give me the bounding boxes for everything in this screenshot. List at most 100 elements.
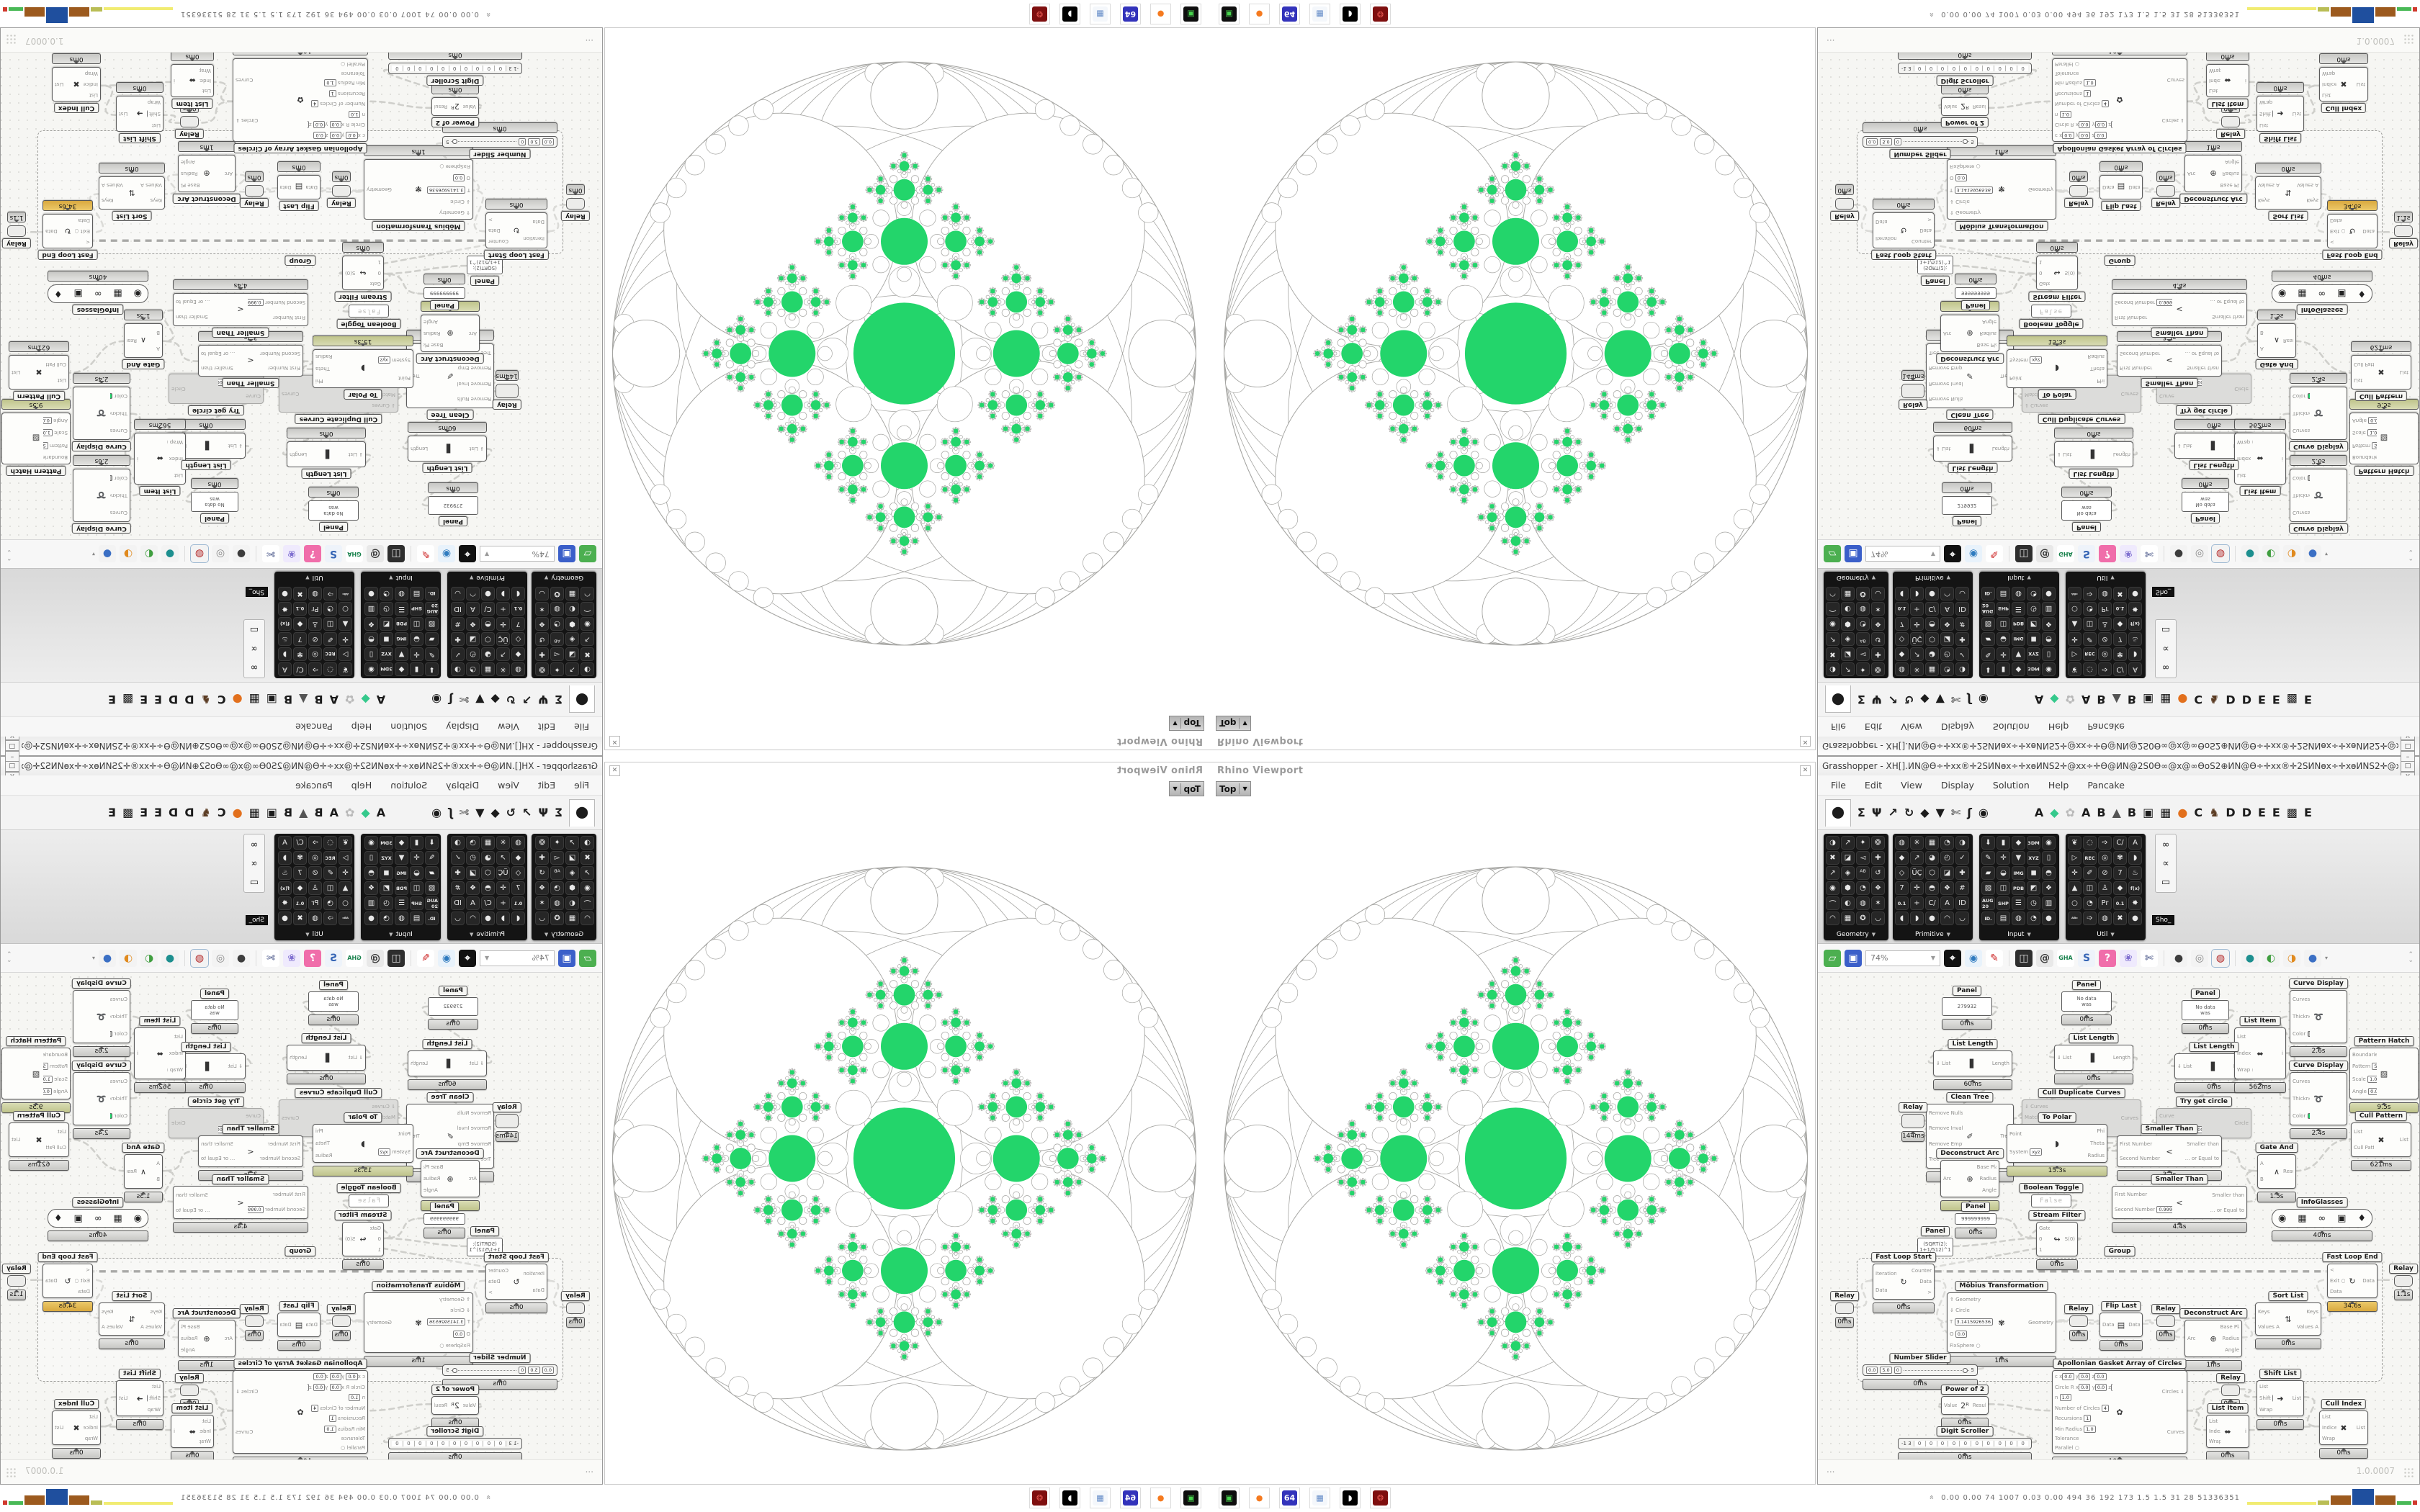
component-tab-11[interactable]: A [376, 693, 386, 707]
toolbox-icon-primitive-22[interactable]: C/ [481, 896, 495, 910]
toolbox-icon-primitive-10[interactable]: ◇ [511, 866, 525, 880]
gh-node-panel1[interactable]: 279932 [1942, 997, 1992, 1016]
toolbox-icon-input-13[interactable]: ◼ [380, 866, 393, 880]
toolbox-icon-util-22[interactable]: Pr [2098, 602, 2112, 616]
component-tab-7[interactable]: ✄ [1950, 805, 1961, 819]
toolbox-icon-geometry-9[interactable]: ◈ [565, 632, 579, 646]
gh-node-ns[interactable]: 0.0 5.0 0 5 [1863, 1364, 1978, 1376]
toolbox-icon-input-24[interactable]: ▥ [2042, 602, 2056, 616]
chevron-down-icon[interactable]: ▼ [1871, 575, 1876, 581]
palette-icon-2[interactable]: ▭ [249, 624, 259, 636]
toolbox-icon-primitive-23[interactable]: A [1940, 896, 1954, 910]
toolbox-icon-util-25[interactable]: ᴬᴮᶜ [339, 912, 352, 925]
gh-node-ns[interactable]: 0.0 5.0 0 5 [442, 136, 557, 148]
menu-item-help[interactable]: Help [2048, 780, 2069, 791]
component-tab-23[interactable]: D [2226, 693, 2236, 707]
toolbox-icon-geometry-23[interactable]: ◡ [1871, 912, 1885, 925]
toolbox-icon-primitive-11[interactable]: ÜÇ [496, 866, 510, 880]
component-tab-21[interactable]: C [217, 805, 226, 819]
toolbar-preview-shaded-icon[interactable]: ◍ [190, 544, 209, 564]
toolbox-icon-input-16[interactable]: ◫ [1996, 881, 2010, 895]
component-tab-26[interactable]: E [140, 693, 148, 707]
menu-item-edit[interactable]: Edit [537, 780, 556, 791]
toolbox-icon-geometry-21[interactable]: ▦ [1841, 912, 1855, 925]
toolbox-icon-util-29[interactable]: ● [2128, 912, 2142, 925]
toolbox-icon-util-12[interactable]: ⊘ [2098, 866, 2112, 880]
chevron-down-icon[interactable]: ▼ [389, 575, 393, 581]
toolbox-icon-primitive-12[interactable]: ⬡ [481, 866, 495, 880]
app-icon-calculator[interactable]: ▦ [1090, 1488, 1111, 1508]
toolbar-zoom-extents-icon[interactable]: ⌖ [1944, 545, 1961, 563]
gh-node-relayA[interactable] [2221, 116, 2240, 127]
gh-node-st1[interactable]: First Number Second Number < Smaller than… … [2117, 345, 2222, 377]
gh-node-fle[interactable]: < Exit ○ Data ↻ Data [42, 214, 93, 248]
app-icon-console[interactable]: ▣ [1219, 4, 1240, 24]
toolbox-icon-primitive-2[interactable]: ▦ [1925, 662, 1939, 676]
scroller-digit[interactable]: 0 [1971, 66, 1983, 71]
component-tab-2[interactable]: Ψ [538, 805, 549, 819]
toolbox-icon-geometry-10[interactable]: ᴬᴮ [550, 866, 564, 880]
toolbox-icon-geometry-16[interactable]: ⌒ [581, 602, 594, 616]
component-tab-6[interactable]: ▼ [475, 693, 485, 707]
toolbox-icon-input-18[interactable]: ◩ [2027, 881, 2040, 895]
slider-knob[interactable] [452, 1367, 458, 1373]
canvas-menu-ellipsis[interactable]: ... [585, 37, 593, 48]
toolbox-icon-geometry-17[interactable]: ◐ [565, 602, 579, 616]
gh-node-da1[interactable]: Arc⊕Base PlaneRadiusAngle [1940, 315, 1999, 352]
toolbar-gha-refresh-icon[interactable]: GHA [346, 949, 363, 967]
toolbar-camera-icon[interactable]: ◫ [387, 545, 405, 563]
toolbox-icon-input-14[interactable]: ◓ [2042, 632, 2056, 646]
toolbox-icon-primitive-28[interactable]: ◠ [1940, 912, 1954, 925]
component-tab-18[interactable]: ▣ [2143, 805, 2154, 819]
gh-node-da1[interactable]: Arc⊕Base PlaneRadiusAngle [1940, 1160, 1999, 1197]
toolbox-icon-geometry-16[interactable]: ⌒ [1826, 896, 1839, 910]
component-tab-3[interactable]: ↗ [1888, 805, 1898, 819]
app-icon-calculator[interactable]: ▦ [1309, 1488, 1330, 1508]
toolbox-icon-geometry-23[interactable]: ◡ [535, 912, 549, 925]
toolbox-icon-primitive-15[interactable]: 7 [511, 881, 525, 895]
toolbox-icon-util-15[interactable]: ▲ [2068, 881, 2081, 895]
gh-node-mobius[interactable]: ⇑ Geometry ⇓ Circle T 3.1415926536 O 0.0 Fix… [1947, 1292, 2056, 1353]
toolbox-icon-input-5[interactable]: ✎ [425, 647, 439, 661]
toolbox-icon-input-26[interactable]: ▤ [410, 587, 424, 600]
toolbox-icon-primitive-5[interactable]: ◆ [511, 647, 525, 661]
toolbox-icon-geometry-17[interactable]: ◐ [1841, 896, 1855, 910]
slider-value-box[interactable]: 5.0 [528, 138, 540, 145]
component-tab-24[interactable]: D [2241, 805, 2251, 819]
toolbox-icon-input-17[interactable]: PDB [395, 881, 408, 895]
toolbox-icon-input-12[interactable]: IMG [395, 632, 408, 646]
toolbox-icon-geometry-11[interactable]: ↺ [535, 866, 549, 880]
gh-node-ns[interactable]: 0.0 5.0 0 5 [442, 1364, 557, 1376]
toolbar-sketch-pen-icon[interactable]: ✎ [1986, 949, 2003, 967]
toolbox-icon-geometry-5[interactable]: ◪ [1841, 851, 1855, 865]
gh-node-gateAnd[interactable]: AB∧Result [124, 323, 163, 358]
toolbox-icon-primitive-3[interactable]: ◔ [1940, 662, 1954, 676]
grasshopper-canvas[interactable]: Panel 279932 0ms List Length ⇓ List ▋ Length 60… [1818, 973, 2419, 1459]
toolbox-icon-util-14[interactable]: ♨ [278, 866, 292, 880]
scroller-digit[interactable]: 0 [1959, 1441, 1971, 1446]
toolbox-icon-util-1[interactable]: ◌ [323, 662, 337, 676]
toolbox-icon-util-8[interactable]: ✾ [293, 851, 307, 865]
component-tab-0[interactable]: ⬤ [1825, 798, 1851, 827]
toolbox-icon-primitive-6[interactable]: ↗ [1910, 851, 1924, 865]
scroller-digit[interactable]: 0 [1948, 66, 1960, 71]
toolbar-balloons-icon[interactable]: ❀ [2120, 949, 2137, 967]
toolbar-gift-help-icon[interactable]: ? [2099, 545, 2116, 563]
toolbox-icon-input-29[interactable]: ● [364, 912, 378, 925]
component-tab-12[interactable]: ◆ [2050, 693, 2059, 707]
menu-item-view[interactable]: View [1901, 780, 1922, 791]
slider-track[interactable] [451, 139, 517, 145]
component-tab-9[interactable]: ◉ [431, 805, 442, 819]
toolbar-save-file-icon[interactable]: ▣ [558, 545, 575, 563]
app-icon-calculator[interactable]: ▦ [1090, 4, 1111, 24]
toolbox-icon-primitive-10[interactable]: ◇ [511, 632, 525, 646]
toolbar-preview-wire-icon[interactable]: ◎ [2191, 545, 2208, 563]
toolbox-icon-util-25[interactable]: ᴬᴮᶜ [2068, 587, 2081, 600]
